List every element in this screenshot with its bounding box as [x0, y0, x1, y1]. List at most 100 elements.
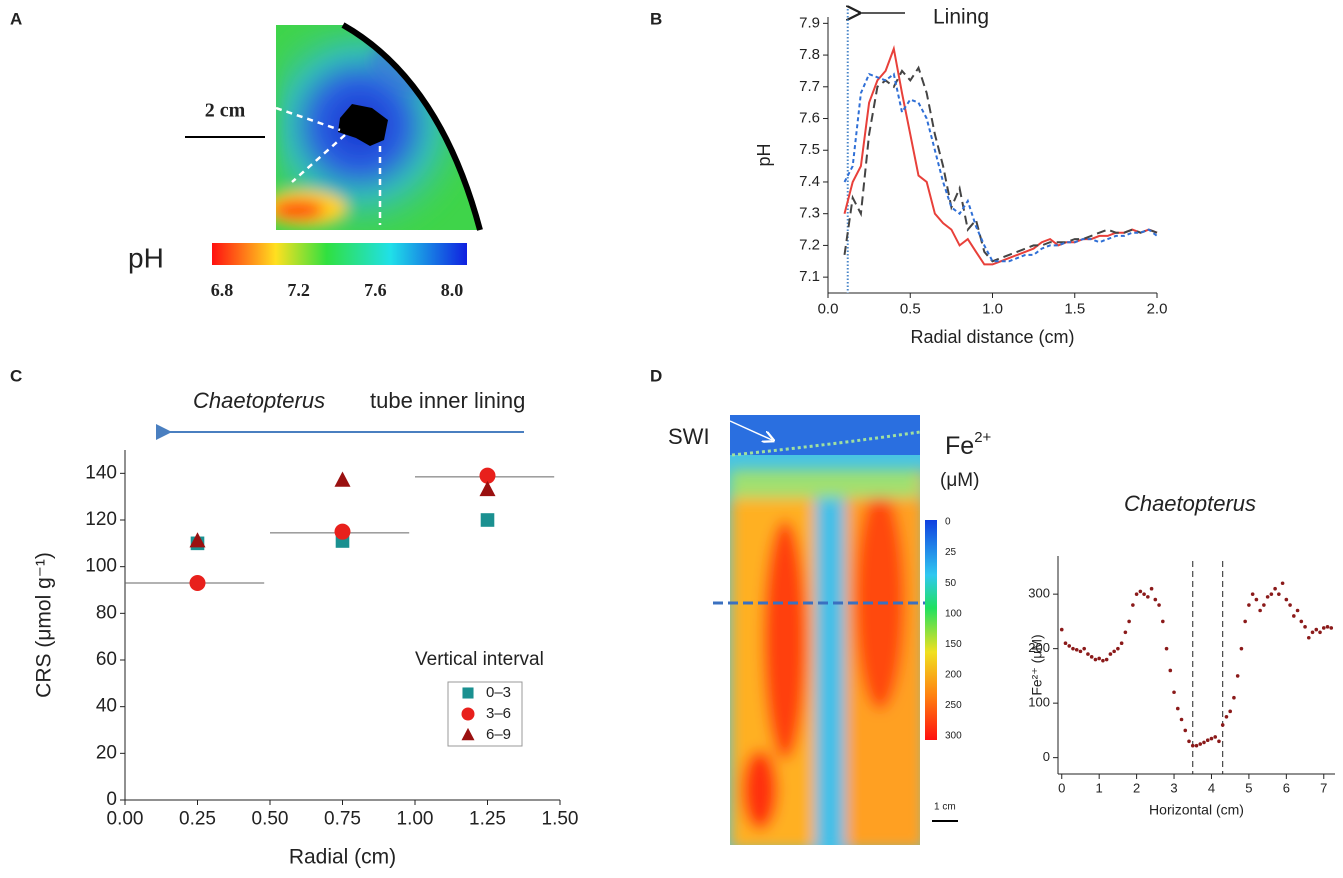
x-tick-label: 1 — [1096, 781, 1103, 796]
y-tick-label: 0 — [106, 789, 117, 810]
colorbar-tick-label: 100 — [945, 608, 962, 619]
data-point — [1078, 649, 1083, 654]
data-point — [1254, 597, 1259, 602]
x-tick-label: 7 — [1320, 781, 1327, 796]
legend-label: 6–9 — [486, 726, 511, 743]
data-point — [1250, 592, 1255, 596]
ph-image — [276, 25, 480, 230]
x-tick-label: 4 — [1208, 781, 1215, 796]
data-point — [1131, 603, 1135, 607]
data-point — [1318, 630, 1322, 635]
marker — [189, 532, 206, 548]
data-point — [1175, 706, 1180, 711]
data-point — [1265, 595, 1270, 599]
data-point — [1089, 655, 1094, 659]
x-tick-label: 0.50 — [252, 808, 289, 829]
colorbar-tick-label: 300 — [945, 731, 962, 742]
data-point — [1149, 586, 1154, 591]
y-tick-label: 60 — [96, 649, 117, 670]
y-axis-label: CRS (μmol g⁻¹) — [33, 552, 56, 698]
data-point — [1164, 646, 1169, 651]
legend-title: Vertical interval — [415, 649, 544, 670]
colorbar-label: pH — [128, 242, 164, 273]
scale-label: 1 cm — [934, 802, 956, 813]
data-point — [1269, 592, 1274, 596]
y-tick-label: 300 — [1028, 586, 1050, 601]
data-line — [843, 65, 1158, 263]
data-point — [1247, 603, 1251, 607]
y-tick-label: 7.3 — [799, 205, 820, 222]
data-point — [1101, 658, 1105, 663]
data-line — [843, 72, 1158, 263]
annotation: SWI — [668, 424, 710, 449]
data-point — [1205, 738, 1210, 743]
data-point — [1112, 649, 1116, 654]
y-tick-label: 100 — [85, 556, 117, 577]
x-tick-label: 5 — [1245, 781, 1252, 796]
y-tick-label: 100 — [1028, 695, 1050, 710]
legend-box — [447, 681, 523, 747]
annotation: Lining — [933, 6, 989, 29]
data-point — [1310, 630, 1315, 635]
legend-marker — [461, 727, 475, 741]
data-point — [1209, 736, 1214, 741]
data-point — [1153, 597, 1158, 602]
colorbar-tick-label: 200 — [945, 669, 962, 680]
x-tick-label: 1.50 — [542, 808, 579, 829]
x-tick-label: 6 — [1283, 781, 1290, 796]
data-point — [1277, 592, 1281, 596]
colorbar-tick-label: 250 — [945, 700, 962, 711]
data-point — [1325, 625, 1330, 629]
data-point — [1187, 739, 1191, 744]
data-point — [1299, 619, 1304, 624]
marker — [334, 471, 351, 487]
marker — [480, 513, 495, 527]
data-point — [1224, 714, 1229, 719]
colorbar-label-sup: 2+ — [974, 429, 991, 446]
data-point — [1273, 586, 1277, 591]
marker — [479, 467, 496, 484]
colorbar-label: Fe — [945, 432, 974, 460]
data-point — [1134, 592, 1139, 596]
data-point — [1213, 735, 1218, 739]
y-tick-label: 120 — [85, 509, 117, 530]
marker — [189, 575, 206, 591]
data-point — [1127, 619, 1131, 624]
data-point — [1067, 644, 1072, 648]
y-tick-label: 7.9 — [799, 14, 820, 31]
data-point — [1183, 728, 1188, 733]
tube-wall — [341, 22, 483, 231]
y-tick-label: 200 — [1028, 640, 1050, 655]
y-tick-label: 7.7 — [799, 78, 820, 95]
x-axis-label: Radial distance (cm) — [910, 327, 1074, 347]
data-point — [1168, 668, 1173, 673]
legend-label: 0–3 — [486, 684, 511, 701]
x-tick-label: 2.0 — [1147, 300, 1168, 317]
data-point — [1138, 589, 1143, 594]
x-tick-label: 1.5 — [1064, 300, 1085, 317]
colorbar-tick-label: 7.6 — [364, 280, 387, 300]
y-axis-label: pH — [754, 143, 774, 166]
y-tick-label: 0 — [1043, 749, 1050, 764]
data-point — [1179, 717, 1184, 722]
colorbar-tick-label: 8.0 — [441, 280, 464, 300]
data-point — [1161, 619, 1165, 624]
data-point — [1295, 608, 1300, 613]
data-point — [1202, 740, 1206, 745]
data-point — [1116, 646, 1120, 651]
data-point — [1262, 603, 1266, 607]
marker — [334, 523, 351, 540]
colorbar-tick-label: 50 — [945, 578, 957, 589]
data-point — [1119, 641, 1124, 645]
legend-marker — [462, 687, 474, 699]
legend-label: 3–6 — [486, 705, 511, 722]
x-tick-label: 3 — [1170, 781, 1177, 796]
y-axis-label: Fe²⁺ (μM) — [1029, 634, 1045, 695]
fe-image — [730, 415, 920, 845]
y-tick-label: 80 — [96, 602, 117, 623]
y-tick-label: 140 — [85, 462, 117, 483]
data-point — [1157, 603, 1161, 607]
panel-label: B — [650, 9, 662, 28]
data-point — [1284, 597, 1289, 602]
